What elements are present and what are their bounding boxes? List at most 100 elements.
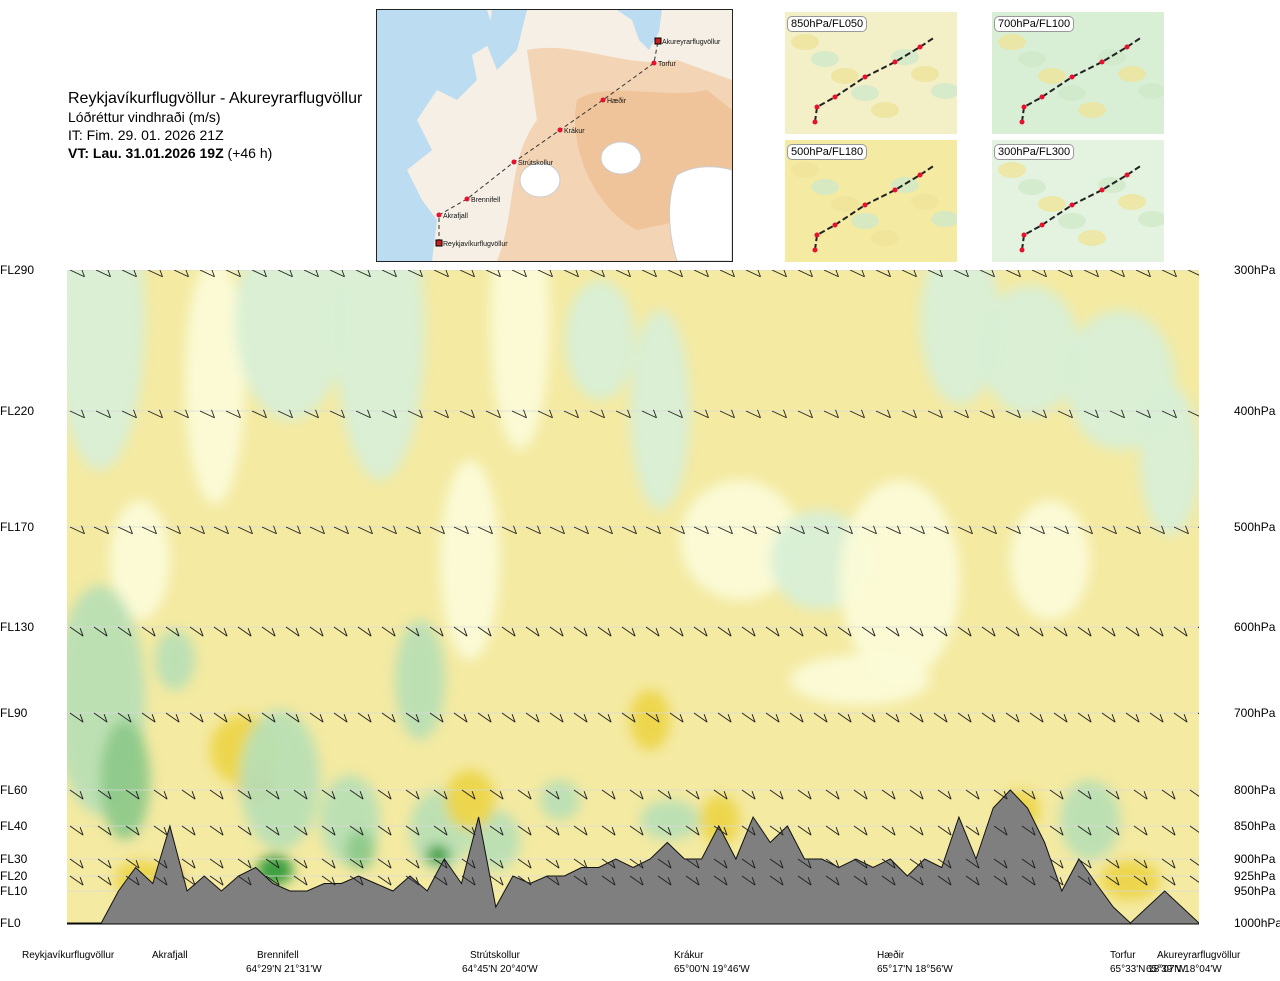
wind-barb (173, 409, 189, 419)
wind-barb (357, 626, 372, 637)
wind-barb (601, 825, 616, 836)
wind-barb (1029, 712, 1044, 723)
wind-barb (355, 270, 371, 278)
level-map-850-graphic (785, 12, 957, 134)
wind-barb (1173, 712, 1188, 723)
wind-barb-shaft (957, 626, 972, 637)
level-map-waypoint (814, 232, 820, 238)
wind-barb (717, 712, 732, 723)
wind-barb-flag (1069, 270, 1073, 277)
wind-barb-shaft (1187, 410, 1199, 417)
wind-barb-flag (777, 525, 781, 534)
wind-barb-shaft (769, 875, 784, 886)
wind-barb-flag (1200, 860, 1203, 868)
wind-barb (377, 825, 392, 836)
wind-barb-flag (1065, 525, 1069, 534)
wind-barb (237, 789, 252, 800)
wind-barb (573, 858, 588, 869)
velocity-contour (630, 310, 690, 510)
wind-barb-shaft (93, 626, 108, 637)
wind-barb-shaft (213, 712, 228, 723)
wind-barb-shaft (1077, 789, 1092, 800)
wind-barb-flag (919, 827, 924, 836)
wind-barb-flag (443, 877, 448, 886)
wind-barb-shaft (1125, 526, 1141, 535)
wind-barb (909, 858, 924, 869)
wind-barb-flag (159, 270, 163, 277)
wind-barb-shaft (165, 626, 180, 637)
wind-barb-shaft (979, 410, 995, 419)
wind-barb-flag (1159, 714, 1164, 723)
wind-barb-shaft (693, 410, 709, 419)
wind-barb-flag (1059, 877, 1064, 886)
wind-barb (657, 858, 672, 869)
wind-barb-flag (799, 714, 804, 723)
wind-barb (813, 525, 829, 535)
wind-barb (545, 789, 560, 800)
wind-barb-shaft (261, 626, 276, 637)
level-map-700: 700hPa/FL100 (992, 12, 1164, 134)
waypoint-marker (557, 127, 563, 133)
wind-barb-flag (511, 628, 516, 637)
wind-barb (517, 875, 532, 886)
level-map-waypoint (1124, 172, 1130, 178)
wind-barb (125, 825, 140, 836)
wind-barb-shaft (153, 875, 168, 886)
wind-barb (965, 875, 980, 886)
wind-barb (1005, 712, 1020, 723)
waypoint-coord: 64°29'N 21°31'W (246, 964, 322, 975)
wind-barb-shaft (277, 270, 293, 278)
wind-barb (69, 858, 84, 869)
wind-barb-shaft (477, 626, 492, 637)
wind-barb-flag (79, 877, 84, 886)
wind-barb (117, 626, 132, 637)
wind-barb (957, 712, 972, 723)
wind-barb-flag (1017, 409, 1021, 418)
wind-barb-shaft (1077, 626, 1092, 637)
wind-barb-shaft (303, 410, 319, 419)
wind-barb-flag (653, 270, 657, 277)
wind-barb-shaft (181, 875, 196, 886)
wind-barb-flag (891, 791, 896, 800)
wind-barb (573, 825, 588, 836)
wind-barb-flag (1208, 714, 1211, 722)
wind-barb-flag (823, 628, 828, 637)
wind-barb-shaft (453, 626, 468, 637)
wind-barb-shaft (629, 875, 644, 886)
wind-barb-shaft (1077, 712, 1092, 723)
level-map-700-graphic (992, 12, 1164, 134)
wind-barb (685, 825, 700, 836)
wind-barb-shaft (769, 858, 784, 869)
wind-barb-shaft (909, 858, 924, 869)
wind-barb-flag (863, 877, 868, 886)
wind-barb (1133, 825, 1148, 836)
wind-barb-shaft (1053, 626, 1068, 637)
wind-barb-shaft (459, 410, 475, 419)
wind-barb (97, 875, 112, 886)
wind-barb (981, 712, 996, 723)
wind-barb (209, 825, 224, 836)
wind-barb (789, 626, 804, 637)
wind-barb-shaft (1077, 526, 1093, 535)
wind-barb-shaft (433, 875, 448, 886)
wind-barb (933, 712, 948, 723)
wind-barb (69, 409, 85, 419)
level-map-waypoint (1099, 59, 1105, 65)
wind-barb (321, 825, 336, 836)
wind-barb-flag (1059, 791, 1064, 800)
wind-barb (1105, 858, 1120, 869)
wind-barb (667, 270, 683, 278)
wind-barb-flag (81, 409, 85, 418)
level-map-contour (831, 68, 859, 84)
wind-barb-flag (921, 525, 925, 534)
wind-barb-shaft (545, 789, 560, 800)
wind-barb-shaft (657, 875, 672, 886)
level-map-contour (1038, 196, 1066, 212)
wind-barb-flag (289, 409, 293, 418)
wind-barb-flag (965, 409, 969, 418)
wind-barb-shaft (285, 712, 300, 723)
wind-barb-flag (387, 860, 392, 869)
wind-barb-shaft (909, 626, 924, 637)
wind-barb-shaft (237, 875, 252, 886)
wind-barb (825, 789, 840, 800)
